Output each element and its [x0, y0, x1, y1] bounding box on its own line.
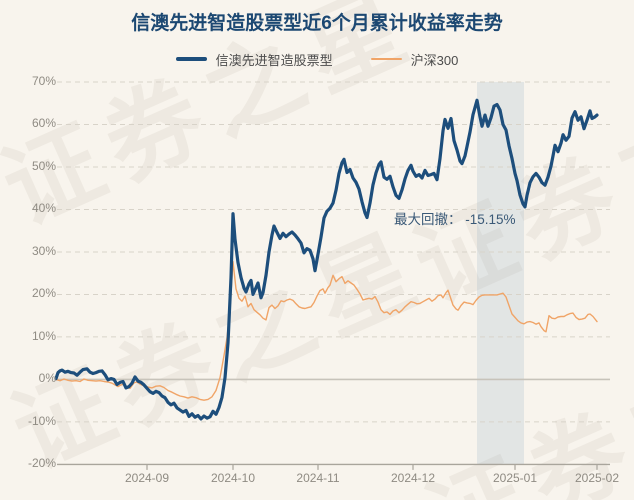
max-drawdown-annotation: 最大回撤： -15.15% — [394, 212, 516, 227]
y-axis-label: -10% — [27, 413, 56, 428]
x-axis-label: 2025-01 — [492, 471, 538, 486]
y-axis-label: 0% — [38, 371, 56, 386]
fund-line-swatch-icon — [175, 56, 207, 62]
index-series-line — [55, 261, 598, 401]
legend: 信澳先进智造股票型 沪深300 — [0, 48, 634, 70]
y-axis-label: 40% — [31, 201, 56, 216]
legend-label-index: 沪深300 — [410, 52, 459, 68]
x-axis-label: 2024-09 — [124, 471, 170, 486]
y-axis-label: 20% — [31, 286, 56, 301]
y-axis-label: -20% — [27, 456, 56, 471]
x-axis-label: 2024-12 — [390, 471, 436, 486]
legend-label-fund: 信澳先进智造股票型 — [215, 52, 333, 68]
fund-series-line — [54, 98, 599, 421]
y-axis-label: 30% — [31, 243, 56, 258]
y-axis-label: 10% — [31, 328, 56, 343]
y-axis-label: 60% — [31, 116, 56, 131]
legend-item-index: 沪深300 — [370, 50, 459, 69]
y-axis-label: 50% — [31, 158, 56, 173]
drawdown-band — [477, 82, 524, 465]
x-axis-label: 2024-11 — [296, 471, 340, 486]
x-axis-label: 2024-10 — [210, 471, 256, 486]
legend-item-fund: 信澳先进智造股票型 — [175, 50, 333, 69]
page-title: 信澳先进智造股票型近6个月累计收益率走势 — [131, 13, 503, 34]
y-axis-label: 70% — [31, 74, 56, 88]
x-axis-label: 2025-02 — [574, 471, 620, 486]
index-line-swatch-icon — [370, 58, 402, 60]
